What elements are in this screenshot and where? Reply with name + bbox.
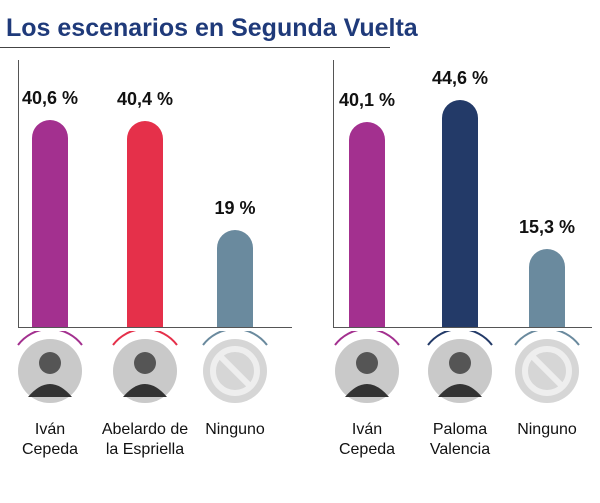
bar xyxy=(349,122,385,327)
category-label: Paloma Valencia xyxy=(429,421,491,458)
title-rule xyxy=(0,47,390,48)
portrait xyxy=(514,331,580,403)
bar xyxy=(217,230,253,327)
axis-line xyxy=(333,60,334,327)
portrait xyxy=(427,331,493,403)
portrait xyxy=(202,331,268,403)
portrait xyxy=(334,331,400,403)
value-label: 15,3 % xyxy=(518,216,576,237)
value-label: 40,4 % xyxy=(116,88,174,109)
bar xyxy=(32,119,68,327)
value-label: 40,6 % xyxy=(21,87,79,108)
bar xyxy=(442,99,478,327)
category-label: Iván Cepeda xyxy=(338,421,396,458)
title: Los escenarios en Segunda Vuelta xyxy=(6,14,418,42)
bar xyxy=(529,248,565,327)
category-label: Ninguno xyxy=(517,421,577,438)
category-label: Iván Cepeda xyxy=(21,421,79,458)
value-label: 19 % xyxy=(214,198,256,219)
value-label: 44,6 % xyxy=(431,67,489,88)
axis-line xyxy=(18,60,19,327)
baseline xyxy=(18,327,292,328)
bar xyxy=(127,120,163,327)
value-label: 40,1 % xyxy=(338,90,396,111)
baseline xyxy=(333,327,592,328)
portrait xyxy=(17,331,83,403)
category-label: Abelardo de la Espriella xyxy=(101,421,189,458)
portrait xyxy=(112,331,178,403)
category-label: Ninguno xyxy=(205,421,265,438)
